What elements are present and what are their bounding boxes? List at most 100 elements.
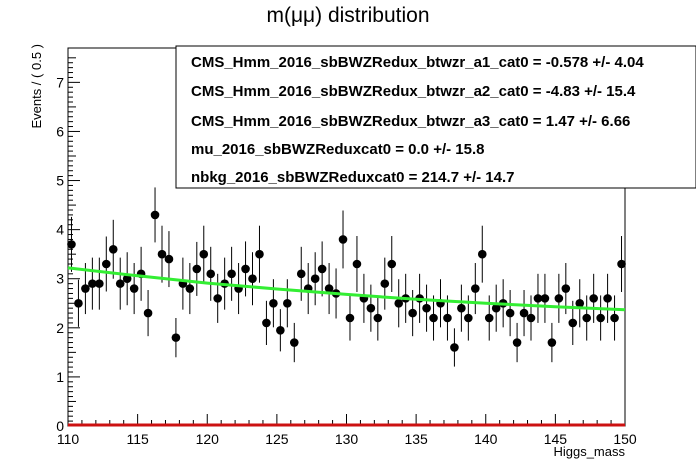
data-point-group [255, 225, 264, 283]
y-tick-label: 6 [56, 123, 64, 139]
data-point [422, 303, 431, 313]
data-point [582, 313, 592, 323]
data-point-group [477, 225, 487, 283]
data-point-group [429, 295, 438, 341]
data-point-group [505, 290, 515, 337]
data-point [477, 249, 487, 259]
data-point [450, 343, 459, 352]
data-point [505, 308, 515, 318]
data-point [512, 338, 522, 347]
y-tick-label: 0 [56, 418, 64, 434]
param-a2: CMS_Hmm_2016_sbBWZRedux_btwzr_a2_cat0 = … [191, 83, 636, 100]
data-point-group [317, 241, 327, 297]
data-point-group [192, 241, 202, 296]
data-point [143, 308, 153, 318]
data-point-group [262, 300, 271, 345]
data-point-group [582, 295, 592, 341]
data-point [324, 284, 334, 293]
data-point-group [443, 295, 452, 341]
data-point [589, 294, 598, 303]
data-point-group [547, 322, 557, 363]
data-point [269, 298, 278, 308]
data-point-group [81, 263, 90, 315]
x-tick-label: 150 [613, 431, 637, 447]
data-point [366, 303, 376, 313]
data-point [276, 325, 285, 335]
data-point-group [276, 309, 285, 352]
data-point [171, 333, 181, 342]
data-point [610, 313, 619, 323]
data-point-group [526, 295, 536, 341]
data-point [199, 249, 209, 259]
data-point-group [310, 252, 320, 306]
data-point [617, 259, 626, 269]
parameter-box: CMS_Hmm_2016_sbBWZRedux_btwzr_a1_cat0 = … [175, 45, 696, 189]
param-nbkg: nbkg_2016_sbBWZReduxcat0 = 214.7 +/- 14.… [191, 169, 515, 186]
data-point [345, 313, 355, 323]
data-point [101, 259, 111, 269]
data-point-group [88, 257, 97, 310]
data-point [568, 318, 578, 328]
data-point-group [67, 216, 76, 272]
data-point [122, 274, 132, 284]
data-point-group [373, 295, 383, 341]
data-point [262, 318, 271, 328]
data-point [74, 298, 83, 308]
data-point [394, 298, 404, 308]
x-tick-label: 145 [544, 431, 568, 447]
data-point-group [185, 263, 195, 315]
data-point [248, 274, 257, 284]
x-axis-label: Higgs_mass [553, 444, 625, 459]
data-point-group [289, 322, 299, 363]
data-point [95, 279, 104, 288]
data-point [192, 264, 202, 274]
data-point [227, 269, 236, 279]
data-point [519, 308, 529, 318]
data-point-group [227, 246, 236, 301]
data-point-group [471, 263, 480, 315]
data-point-group [554, 273, 564, 323]
data-point [526, 313, 536, 323]
data-point [115, 279, 125, 288]
data-point [88, 279, 97, 288]
data-point [185, 284, 195, 293]
data-point-group [533, 273, 543, 323]
data-point [255, 249, 264, 259]
data-point-group [610, 295, 619, 341]
data-point-group [157, 225, 167, 283]
data-point-group [150, 187, 160, 243]
chart-title: m(μμ) distribution [266, 4, 429, 27]
data-point-group [248, 252, 257, 306]
data-point-group [540, 273, 550, 323]
data-point-group [213, 273, 222, 323]
data-point-group [617, 236, 626, 292]
data-point-group [366, 284, 376, 332]
data-point-group [122, 252, 132, 306]
data-point [464, 313, 473, 323]
y-tick-label: 3 [56, 271, 64, 287]
data-point [213, 294, 222, 303]
data-point-group [457, 284, 466, 332]
data-point-group [422, 284, 431, 332]
data-point [150, 210, 160, 220]
data-point [554, 294, 564, 303]
data-point-group [171, 318, 181, 358]
data-point-group [95, 257, 104, 310]
data-point-group [74, 279, 83, 327]
data-point-group [345, 295, 355, 341]
x-tick-label: 135 [404, 431, 428, 447]
x-tick-label: 120 [196, 431, 220, 447]
y-tick-label: 2 [56, 320, 64, 336]
data-point [603, 294, 612, 303]
y-axis-label: Events / ( 0.5 ) [29, 44, 44, 129]
data-point-group [338, 210, 348, 269]
data-point [206, 269, 216, 279]
data-point [547, 338, 557, 347]
data-point [471, 284, 480, 293]
data-point [164, 254, 174, 264]
data-point [575, 298, 585, 308]
data-point [484, 313, 494, 323]
data-point-group [394, 279, 404, 328]
data-point [540, 294, 550, 303]
